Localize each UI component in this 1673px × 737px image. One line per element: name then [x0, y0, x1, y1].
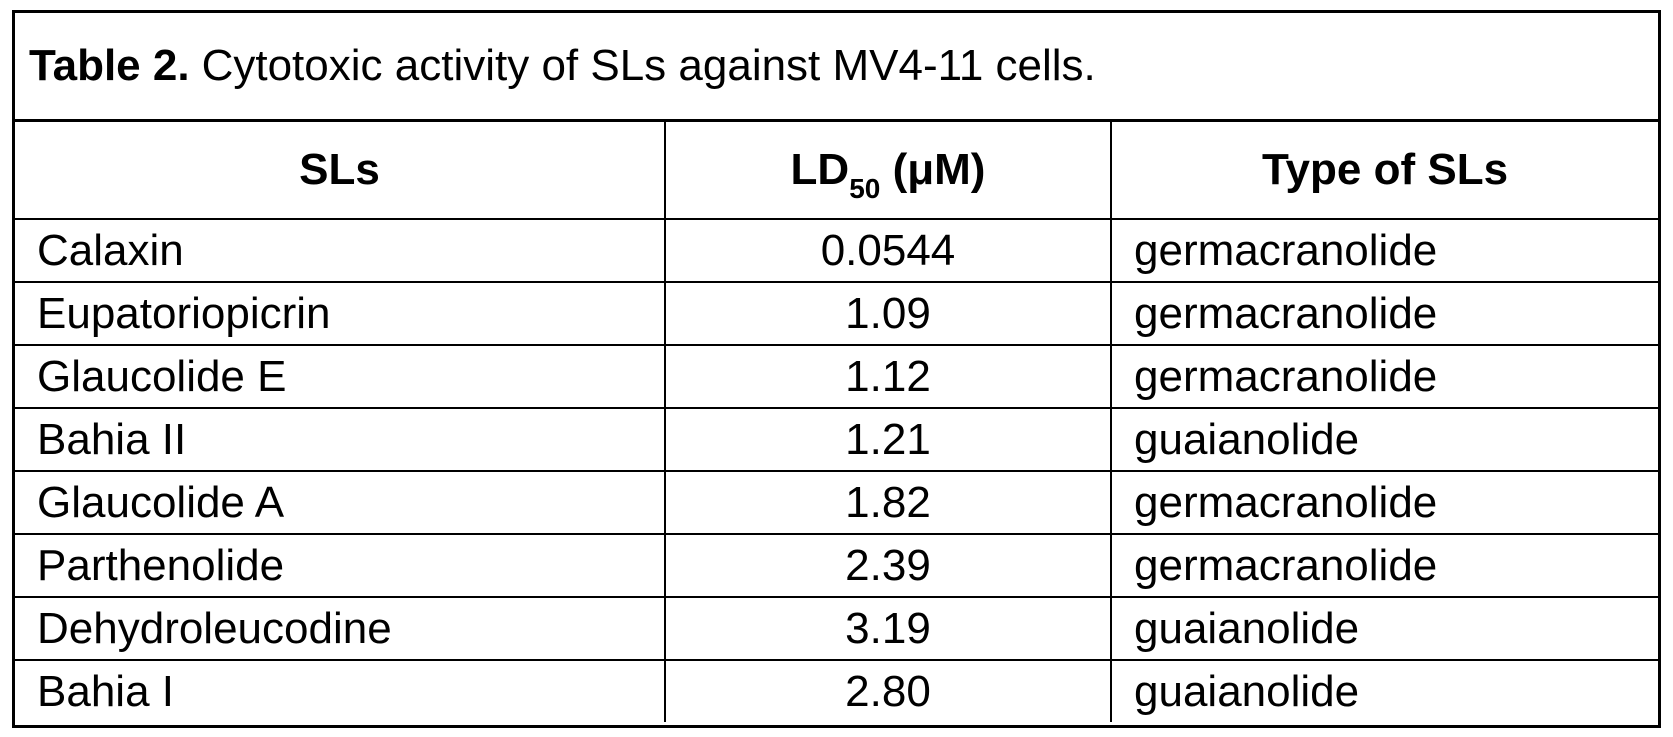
compound-name: Glaucolide A: [15, 471, 665, 534]
compound-name: Bahia I: [15, 660, 665, 722]
table-row: Calaxin 0.0544 germacranolide: [15, 219, 1658, 282]
ld50-value: 2.80: [665, 660, 1111, 722]
data-table: Table 2. Cytotoxic activity of SLs again…: [12, 10, 1661, 728]
ld50-value: 0.0544: [665, 219, 1111, 282]
table-row: Bahia I 2.80 guaianolide: [15, 660, 1658, 722]
compound-name: Parthenolide: [15, 534, 665, 597]
table-row: Eupatoriopicrin 1.09 germacranolide: [15, 282, 1658, 345]
caption-text: Cytotoxic activity of SLs against MV4-11…: [202, 41, 1096, 91]
ld50-value: 2.39: [665, 534, 1111, 597]
header-ld50-unit: (μM): [880, 145, 985, 194]
ld50-value: 1.12: [665, 345, 1111, 408]
compound-name: Bahia II: [15, 408, 665, 471]
compound-type: guaianolide: [1111, 597, 1658, 660]
ld50-value: 1.09: [665, 282, 1111, 345]
compound-type: germacranolide: [1111, 534, 1658, 597]
caption-label: Table 2.: [29, 41, 190, 91]
table-caption: Table 2. Cytotoxic activity of SLs again…: [15, 13, 1658, 122]
header-type: Type of SLs: [1111, 122, 1658, 219]
compound-type: guaianolide: [1111, 408, 1658, 471]
ld50-value: 3.19: [665, 597, 1111, 660]
compound-type: germacranolide: [1111, 282, 1658, 345]
table-row: Bahia II 1.21 guaianolide: [15, 408, 1658, 471]
compound-name: Calaxin: [15, 219, 665, 282]
table-row: Parthenolide 2.39 germacranolide: [15, 534, 1658, 597]
ld50-value: 1.82: [665, 471, 1111, 534]
results-table: SLs LD50 (μM) Type of SLs Calaxin 0.0544…: [15, 122, 1658, 722]
compound-type: germacranolide: [1111, 471, 1658, 534]
header-row: SLs LD50 (μM) Type of SLs: [15, 122, 1658, 219]
compound-name: Glaucolide E: [15, 345, 665, 408]
header-sls: SLs: [15, 122, 665, 219]
ld50-value: 1.21: [665, 408, 1111, 471]
header-ld50-main: LD: [791, 145, 850, 194]
compound-type: germacranolide: [1111, 219, 1658, 282]
header-ld50: LD50 (μM): [665, 122, 1111, 219]
compound-name: Dehydroleucodine: [15, 597, 665, 660]
table-row: Dehydroleucodine 3.19 guaianolide: [15, 597, 1658, 660]
compound-name: Eupatoriopicrin: [15, 282, 665, 345]
compound-type: germacranolide: [1111, 345, 1658, 408]
table-row: Glaucolide E 1.12 germacranolide: [15, 345, 1658, 408]
compound-type: guaianolide: [1111, 660, 1658, 722]
header-ld50-subscript: 50: [849, 173, 880, 204]
table-row: Glaucolide A 1.82 germacranolide: [15, 471, 1658, 534]
